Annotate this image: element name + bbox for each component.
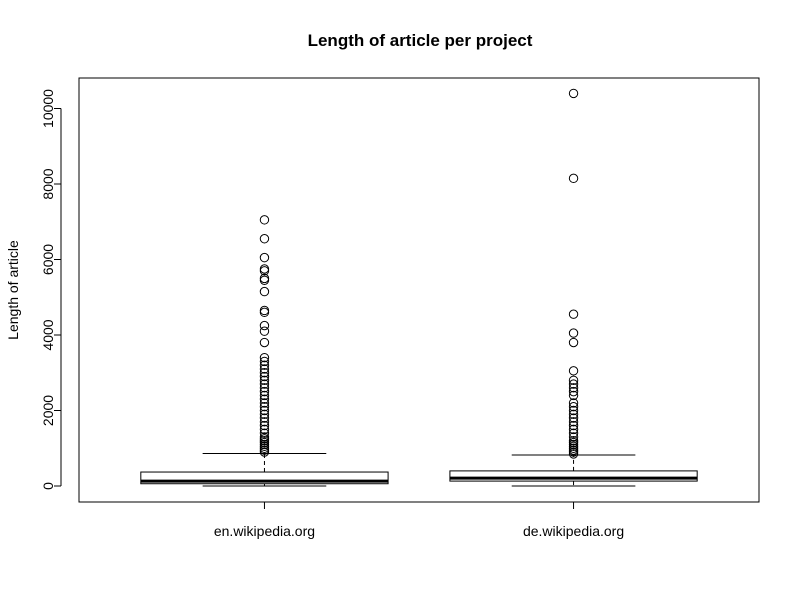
outlier-point xyxy=(568,309,579,319)
outlier-point xyxy=(259,379,270,389)
box-group xyxy=(449,88,698,487)
outlier-point xyxy=(568,88,579,99)
outlier-point xyxy=(259,273,270,284)
outlier-point xyxy=(568,432,579,442)
x-tick-label: en.wikipedia.org xyxy=(214,523,315,539)
outlier-point xyxy=(568,424,579,435)
outlier-point xyxy=(259,428,270,438)
y-tick-label: 4000 xyxy=(40,319,56,350)
outlier-point xyxy=(259,305,270,316)
outlier-point xyxy=(259,413,270,423)
outlier-point xyxy=(259,360,270,370)
y-tick-label: 6000 xyxy=(40,244,56,275)
outlier-point xyxy=(568,366,579,376)
outlier-point xyxy=(259,386,270,397)
outlier-point xyxy=(259,409,270,419)
outlier-point xyxy=(259,390,270,401)
outlier-point xyxy=(568,173,579,184)
outlier-point xyxy=(259,337,270,348)
y-tick-label: 8000 xyxy=(40,168,56,199)
outlier-point xyxy=(259,405,270,416)
outlier-point xyxy=(259,326,270,336)
outlier-point xyxy=(568,402,579,412)
outlier-point xyxy=(568,375,579,385)
y-tick-label: 2000 xyxy=(40,395,56,426)
outlier-point xyxy=(259,364,270,374)
outlier-point xyxy=(568,428,579,438)
outlier-point xyxy=(568,409,579,419)
outlier-point xyxy=(259,252,270,263)
iqr-box xyxy=(140,471,389,485)
outlier-point xyxy=(259,356,270,367)
outlier-point xyxy=(259,402,270,412)
outlier-point xyxy=(568,328,579,338)
outlier-point xyxy=(568,337,579,348)
outlier-point xyxy=(568,413,579,423)
outlier-point xyxy=(259,234,270,244)
outlier-point xyxy=(259,394,270,404)
outlier-point xyxy=(259,352,270,363)
outlier-point xyxy=(259,432,270,442)
outlier-point xyxy=(259,307,270,318)
outlier-point xyxy=(259,424,270,435)
outlier-point xyxy=(568,386,579,397)
outlier-point xyxy=(259,320,270,331)
outlier-point xyxy=(568,420,579,431)
y-axis-label: Length of article xyxy=(5,240,21,340)
outlier-point xyxy=(259,275,270,285)
outlier-point xyxy=(568,398,579,408)
box-group xyxy=(140,215,389,487)
chart-title: Length of article per project xyxy=(308,31,533,50)
outlier-point xyxy=(259,417,270,427)
outlier-point xyxy=(259,264,270,274)
outlier-point xyxy=(259,368,270,378)
y-tick-label: 10000 xyxy=(40,89,56,128)
outlier-point xyxy=(259,398,270,408)
outlier-point xyxy=(259,420,270,431)
outlier-point xyxy=(568,390,579,401)
outlier-point xyxy=(259,215,270,225)
outlier-point xyxy=(568,436,579,446)
outlier-point xyxy=(259,371,270,382)
outlier-point xyxy=(568,379,579,389)
plot-frame xyxy=(78,77,760,503)
outlier-point xyxy=(568,383,579,393)
outlier-point xyxy=(259,383,270,393)
outlier-point xyxy=(568,405,579,416)
outlier-point xyxy=(259,375,270,385)
outlier-point xyxy=(568,417,579,427)
boxes-layer xyxy=(140,88,698,487)
y-axis: 0 2000 4000 6000 8000 10000 xyxy=(40,89,62,490)
outlier-point xyxy=(259,286,270,297)
x-axis: en.wikipedia.org de.wikipedia.org xyxy=(214,502,624,539)
x-tick-label: de.wikipedia.org xyxy=(523,523,624,539)
iqr-box xyxy=(449,470,698,482)
y-tick-label: 0 xyxy=(40,482,56,490)
